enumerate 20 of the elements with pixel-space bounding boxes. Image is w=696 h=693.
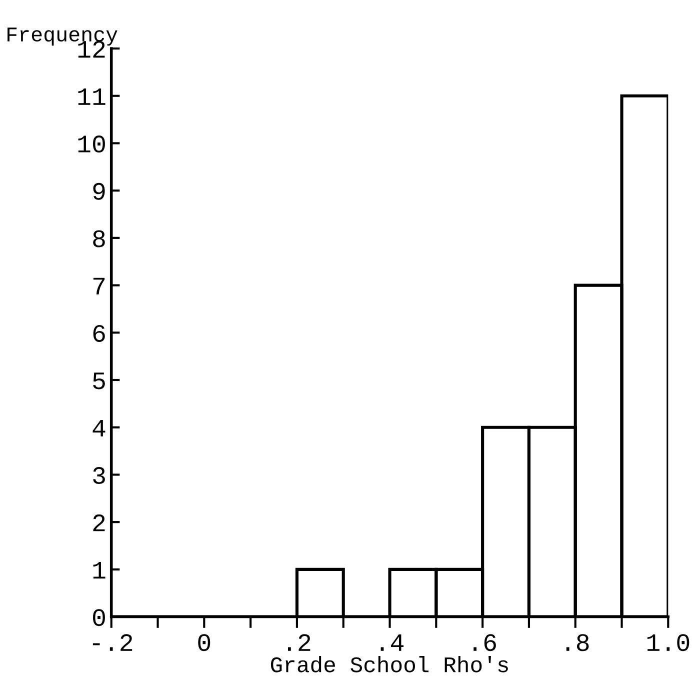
x-tick-label: .8	[566, 634, 589, 652]
y-tick-label: 11	[78, 88, 106, 105]
y-tick-label: 8	[93, 230, 105, 248]
x-tick-label: .4	[380, 634, 404, 651]
x-tick-label: 1.0	[647, 634, 690, 652]
y-tick-label: 4	[92, 420, 106, 436]
x-tick-label: 0	[198, 634, 210, 652]
y-tick-label: 10	[78, 136, 105, 153]
y-tick-label: 6	[93, 324, 105, 342]
x-tick-label: -.2	[92, 634, 132, 651]
x-tick-label: .6	[474, 634, 496, 652]
y-tick-label: 9	[93, 182, 105, 200]
x-axis-title: Grade School Rho's	[270, 656, 508, 672]
x-tick-label: .2	[288, 634, 310, 651]
y-tick-label: 2	[93, 514, 105, 532]
y-tick-label: 1	[93, 562, 106, 578]
y-tick-label: 5	[93, 372, 105, 390]
y-tick-label: 0	[93, 609, 105, 626]
y-tick-label: 7	[93, 278, 105, 294]
y-tick-label: 3	[93, 467, 105, 484]
